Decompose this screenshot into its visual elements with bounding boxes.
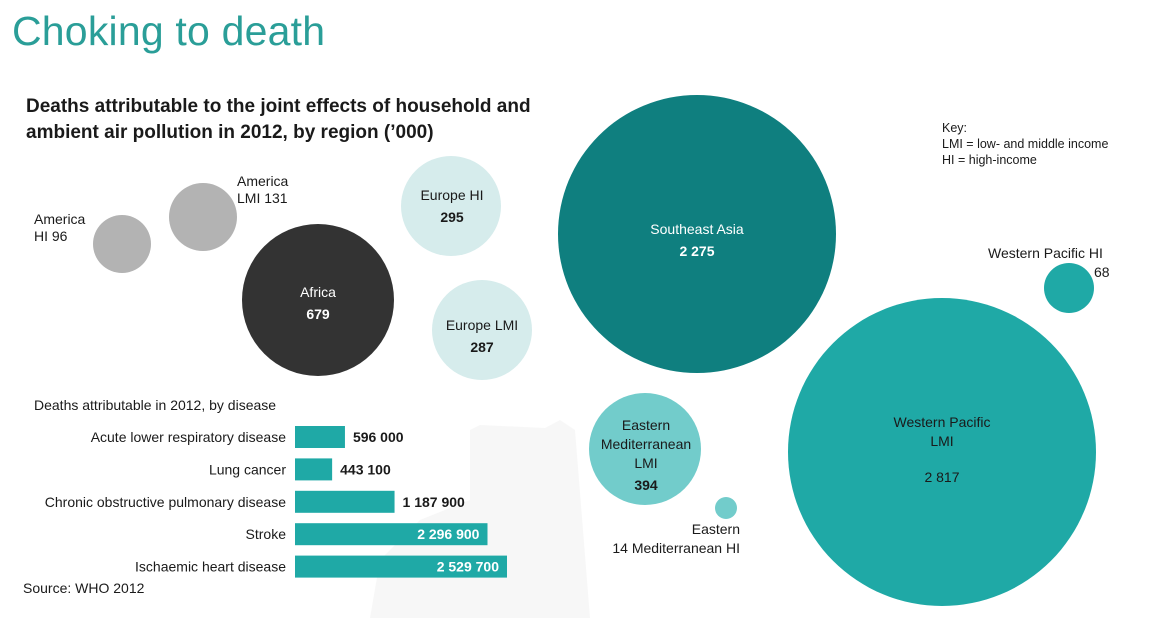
- label-line: LMI 131: [237, 190, 288, 206]
- label-line: Western Pacific HI: [988, 245, 1103, 261]
- label-line: 679: [306, 306, 330, 322]
- label-line: Europe HI: [420, 187, 483, 203]
- page-title: Choking to death: [12, 8, 326, 54]
- bar-value-label: 2 529 700: [437, 559, 499, 575]
- label-europe-lmi: Europe LMI 287: [446, 317, 518, 355]
- label-southeast-asia: Southeast Asia 2 275: [650, 221, 744, 259]
- label-line: 394: [634, 477, 658, 493]
- bar-category-label: Ischaemic heart disease: [135, 559, 286, 575]
- label-line: America: [237, 173, 289, 189]
- disease-bar-chart: Acute lower respiratory disease 596 000 Lu…: [45, 426, 507, 578]
- bubble-southeast-asia: [558, 95, 836, 373]
- bubble-africa: [242, 224, 394, 376]
- bubble-western-pacific-hi: [1044, 263, 1094, 313]
- label-western-pacific-lmi: Western Pacific LMI 2 817: [894, 414, 991, 485]
- bubble-europe-hi: [401, 156, 501, 256]
- bubble-eastern-mediterranean-hi: [715, 497, 737, 519]
- label-line: Europe LMI: [446, 317, 518, 333]
- label-eastern-mediterranean-hi: Eastern 14 Mediterranean HI: [612, 521, 740, 556]
- bar: [295, 555, 507, 578]
- label-line: Africa: [300, 284, 336, 300]
- label-line: Mediterranean: [601, 436, 691, 452]
- label-line: 295: [440, 209, 464, 225]
- bar-category-label: Chronic obstructive pulmonary disease: [45, 494, 286, 510]
- bar-category-label: Stroke: [246, 526, 287, 542]
- label-line: LMI: [930, 433, 953, 449]
- bar-value-label: 2 296 900: [417, 526, 479, 542]
- bar-category-label: Acute lower respiratory disease: [91, 429, 287, 445]
- label-line: Western Pacific: [894, 414, 991, 430]
- label-line: HI 96: [34, 228, 68, 244]
- bubble-america-lmi: [169, 183, 237, 251]
- label-eastern-mediterranean-lmi: Eastern Mediterranean LMI 394: [601, 417, 691, 493]
- label-western-pacific-hi: Western Pacific HI 68: [988, 245, 1110, 280]
- source-note: Source: WHO 2012: [23, 580, 145, 596]
- bubble-western-pacific-lmi: [788, 298, 1096, 606]
- label-america-hi: America HI 96: [34, 211, 86, 244]
- background-decoration: [370, 420, 590, 618]
- bar-value-label: 596 000: [353, 429, 404, 445]
- bar: [295, 426, 345, 448]
- label-line: LMI: [634, 455, 657, 471]
- label-africa: Africa 679: [300, 284, 336, 322]
- bubble-america-hi: [93, 215, 151, 273]
- bar-value-label: 1 187 900: [403, 494, 465, 510]
- bar: [295, 490, 395, 513]
- bar-category-label: Lung cancer: [209, 461, 286, 477]
- label-line: Eastern: [622, 417, 670, 433]
- key-legend: Key: LMI = low- and middle income HI = h…: [942, 120, 1108, 168]
- chart-subtitle: Deaths attributable to the joint effects…: [26, 96, 531, 143]
- label-line: 68: [1094, 264, 1110, 280]
- label-europe-hi: Europe HI 295: [420, 187, 483, 225]
- bar-value-label: 443 100: [340, 461, 391, 477]
- key-hi: HI = high-income: [942, 153, 1037, 167]
- label-line: America: [34, 211, 86, 227]
- label-line: 287: [470, 339, 494, 355]
- label-line: Southeast Asia: [650, 221, 744, 237]
- key-lmi: LMI = low- and middle income: [942, 137, 1109, 151]
- label-line: Eastern: [692, 521, 740, 537]
- label-america-lmi: America LMI 131: [237, 173, 289, 206]
- bar: [295, 523, 488, 546]
- bar-chart-title: Deaths attributable in 2012, by disease: [34, 397, 276, 413]
- key-heading: Key:: [942, 121, 968, 135]
- label-line: 2 817: [924, 469, 959, 485]
- bubble-eastern-mediterranean-lmi: [589, 393, 701, 505]
- label-line: 2 275: [679, 243, 714, 259]
- bubble-europe-lmi: [432, 280, 532, 380]
- bar: [295, 458, 333, 481]
- label-line: 14 Mediterranean HI: [612, 540, 740, 556]
